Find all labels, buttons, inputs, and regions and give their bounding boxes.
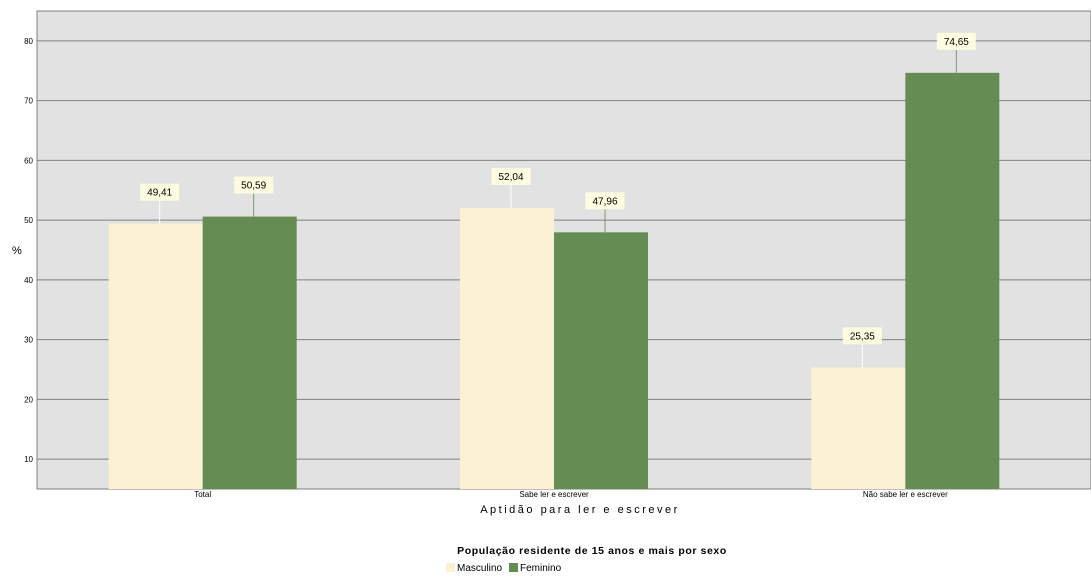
bars <box>108 72 1000 490</box>
y-tick-label-80: 80 <box>24 37 33 46</box>
y-tick-label-40: 40 <box>24 276 33 285</box>
data-label-box <box>585 192 625 210</box>
data-label-masculino-sabe-ler-e-escrever: 52,04 <box>498 172 523 183</box>
x-tick-label-nao-sabe-ler-e-escrever: Não sabe ler e escrever <box>863 490 948 499</box>
data-label-box <box>842 327 882 345</box>
data-label-feminino-sabe-ler-e-escrever: 47,96 <box>592 196 617 207</box>
data-label-feminino-nao-sabe-ler-e-escrever: 74,65 <box>944 37 969 48</box>
legend: Masculino Feminino <box>446 563 562 574</box>
data-label-box <box>936 32 976 50</box>
x-tick-label-sabe-ler-e-escrever: Sabe ler e escrever <box>519 490 589 499</box>
bar-masculino-total <box>108 223 203 489</box>
y-tick-label-30: 30 <box>24 336 33 345</box>
legend-swatch-feminino <box>509 563 518 572</box>
bar-masculino-nao-sabe-ler-e-escrever <box>811 367 906 489</box>
x-tick-label-total: Total <box>194 490 211 499</box>
y-tick-label-10: 10 <box>24 455 33 464</box>
data-label-masculino-total: 49,41 <box>147 188 172 199</box>
legend-label-masculino: Masculino <box>457 563 502 574</box>
legend-title: População residente de 15 anos e mais po… <box>457 545 727 557</box>
y-tick-label-70: 70 <box>24 97 33 106</box>
bar-feminino-sabe-ler-e-escrever <box>554 232 648 489</box>
x-axis-label: Aptidão para ler e escrever <box>480 504 680 516</box>
data-label-box <box>234 176 274 194</box>
legend-label-feminino: Feminino <box>520 563 562 574</box>
y-tick-label-20: 20 <box>24 395 33 404</box>
y-tick-label-50: 50 <box>24 216 33 225</box>
data-label-feminino-total: 50,59 <box>241 181 266 192</box>
legend-swatch-masculino <box>446 563 455 572</box>
y-axis-label: % <box>12 245 22 257</box>
y-axis-ticks: 10 20 30 40 50 60 70 80 <box>24 37 33 464</box>
data-label-box <box>140 183 180 201</box>
data-label-box <box>491 167 531 185</box>
bar-masculino-sabe-ler-e-escrever <box>460 207 554 489</box>
y-tick-label-60: 60 <box>24 156 33 165</box>
bar-feminino-total <box>202 216 297 490</box>
data-labels: 49,41 50,59 52,04 47,96 25,35 74,65 <box>140 32 976 368</box>
x-axis-ticks: Total Sabe ler e escrever Não sabe ler e e… <box>194 490 948 499</box>
bar-feminino-nao-sabe-ler-e-escrever <box>905 72 1000 489</box>
data-label-masculino-nao-sabe-ler-e-escrever: 25,35 <box>850 331 875 342</box>
